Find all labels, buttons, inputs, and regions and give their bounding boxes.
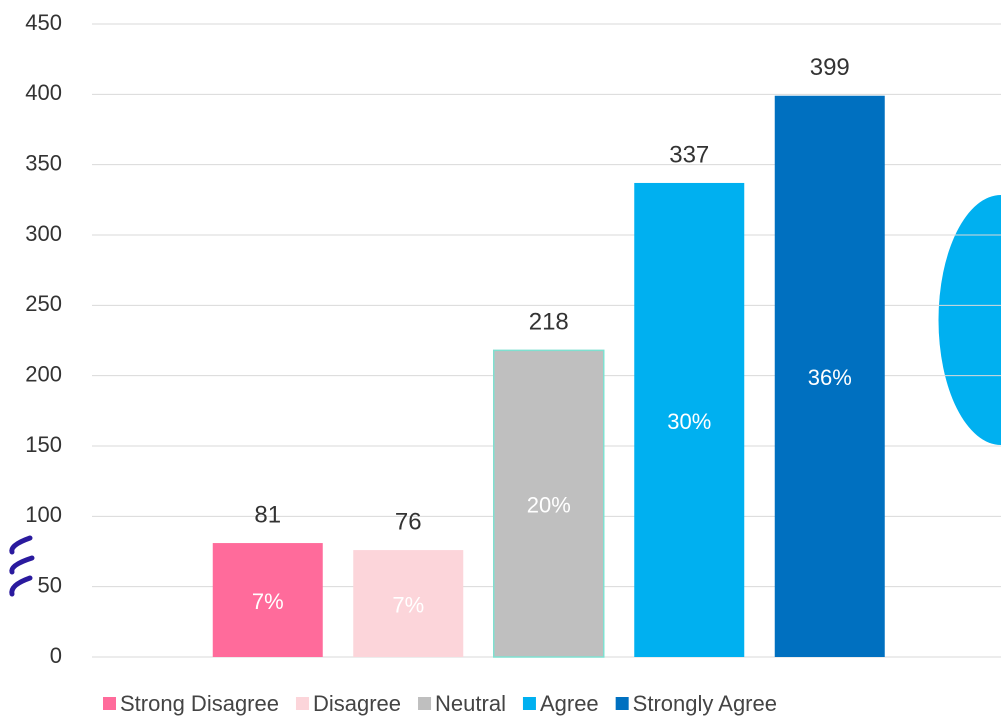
y-tick-label: 0 bbox=[50, 643, 62, 668]
y-tick-label: 300 bbox=[25, 221, 62, 246]
legend-swatch bbox=[295, 697, 309, 710]
bar bbox=[212, 543, 323, 657]
plot: 0 50 100 150 200 250 300 350 400 450 81 7% 76 7% 218 20… bbox=[25, 10, 1001, 716]
legend-label: Disagree bbox=[313, 691, 401, 716]
y-tick-label: 50 bbox=[38, 572, 62, 597]
share-label: 7% bbox=[392, 592, 424, 617]
y-tick-label: 150 bbox=[25, 432, 62, 457]
legend-label: Strong Disagree bbox=[120, 691, 279, 716]
legend-swatch bbox=[418, 697, 432, 710]
value-label: 337 bbox=[669, 141, 709, 168]
bar bbox=[493, 349, 605, 658]
value-label: 76 bbox=[395, 508, 422, 535]
legend-label: Agree bbox=[540, 691, 599, 716]
y-tick-label: 400 bbox=[25, 80, 62, 105]
y-tick-label: 100 bbox=[25, 502, 62, 527]
share-label: 20% bbox=[527, 492, 571, 517]
decor-squiggle bbox=[9, 535, 35, 597]
y-tick-label: 350 bbox=[25, 150, 62, 175]
value-label: 218 bbox=[529, 309, 569, 336]
bar bbox=[634, 182, 745, 657]
share-label: 30% bbox=[667, 409, 711, 434]
legend-label: Strongly Agree bbox=[633, 691, 777, 716]
legend-label: Neutral bbox=[435, 691, 506, 716]
value-label: 399 bbox=[810, 54, 850, 81]
share-label: 36% bbox=[808, 365, 852, 390]
bar bbox=[353, 550, 464, 657]
y-tick-label: 200 bbox=[25, 361, 62, 386]
legend-swatch bbox=[103, 697, 116, 710]
value-label: 81 bbox=[254, 501, 281, 528]
y-tick-label: 250 bbox=[25, 291, 62, 316]
y-tick-label: 450 bbox=[25, 10, 62, 35]
legend-swatch bbox=[522, 697, 536, 710]
legend-swatch bbox=[615, 697, 629, 710]
decor-pie-slice bbox=[938, 195, 1001, 445]
share-label: 7% bbox=[252, 589, 284, 614]
bar bbox=[774, 95, 885, 658]
